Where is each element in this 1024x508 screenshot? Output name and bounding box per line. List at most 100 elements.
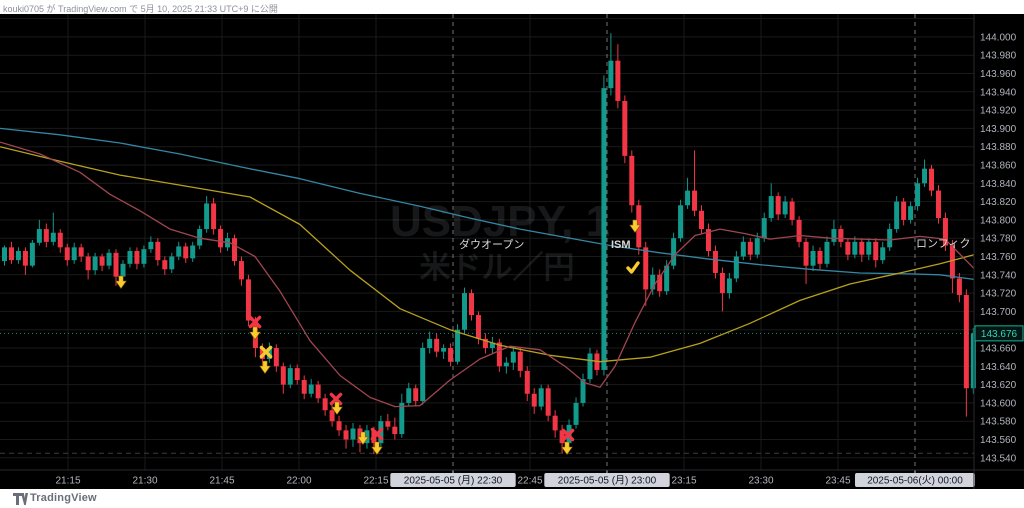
candle-body	[420, 348, 426, 402]
price-tick-label[interactable]: 143.960	[980, 69, 1017, 80]
candle-body	[768, 196, 774, 219]
x-marker[interactable]	[259, 345, 273, 359]
candle-body	[462, 293, 468, 330]
candle-body	[824, 241, 830, 264]
arrow-down-marker[interactable]	[259, 360, 271, 375]
x-marker[interactable]	[248, 315, 262, 329]
price-tick-label[interactable]: 143.560	[980, 435, 1017, 446]
time-tick-label[interactable]: 23:30	[748, 476, 773, 487]
price-tick-label[interactable]: 143.940	[980, 87, 1017, 98]
watermark-description: 米ドル／円	[420, 250, 575, 285]
candle-body	[29, 242, 35, 266]
session-date-box	[544, 473, 670, 487]
x-marker[interactable]	[561, 428, 575, 442]
price-tick-label[interactable]: 143.820	[980, 197, 1017, 208]
arrow-down-marker[interactable]	[115, 275, 127, 290]
candle-body	[545, 388, 551, 416]
candle-body	[810, 251, 816, 266]
price-tick-label[interactable]: 143.660	[980, 344, 1017, 355]
candle-body	[608, 60, 614, 89]
candle-body	[859, 241, 865, 255]
price-tick-label[interactable]: 143.800	[980, 215, 1017, 226]
candle-body	[796, 219, 802, 242]
price-tick-label[interactable]: 143.920	[980, 106, 1017, 117]
chart-canvas[interactable]: 144.000 143.980 143.960 143.940 143.920 143.9…	[0, 14, 1024, 489]
time-tick-label[interactable]: 22:45	[517, 476, 542, 487]
chart-pane[interactable]: 144.000 143.980 143.960 143.940 143.920 143.9…	[0, 14, 1024, 489]
price-tick-label[interactable]: 143.580	[980, 417, 1017, 428]
candle-body	[343, 430, 349, 440]
session-date-label: 2025-05-05 (月) 23:00	[558, 475, 657, 487]
candle-body	[413, 388, 419, 402]
arrow-down-marker[interactable]	[331, 401, 343, 416]
candle-body	[385, 421, 391, 427]
time-tick-label[interactable]: 23:15	[671, 476, 696, 487]
price-tick-label[interactable]: 143.760	[980, 252, 1017, 263]
candle-body	[148, 241, 154, 250]
candle-body	[489, 342, 495, 348]
time-tick-label[interactable]: 23:45	[825, 476, 850, 487]
candle-body	[538, 388, 544, 407]
candle-body	[287, 368, 293, 385]
price-tick-label[interactable]: 143.600	[980, 398, 1017, 409]
candle-body	[245, 279, 251, 321]
candle-body	[552, 415, 558, 431]
candle-body	[719, 272, 725, 294]
candle-body	[929, 168, 935, 191]
candle-body	[817, 251, 823, 264]
tradingview-logo-icon[interactable]	[13, 493, 28, 505]
price-tick-label[interactable]: 143.900	[980, 124, 1017, 135]
candle-body	[238, 261, 244, 280]
candle-body	[963, 294, 969, 389]
candle-body	[475, 315, 481, 339]
candle-body	[99, 256, 105, 266]
price-tick-label[interactable]: 143.640	[980, 362, 1017, 373]
arrow-down-marker[interactable]	[561, 441, 573, 456]
candle-body	[531, 393, 537, 407]
candle-body	[510, 351, 516, 363]
candle-body	[134, 251, 140, 264]
candle-body	[468, 293, 474, 316]
candle-body	[573, 402, 579, 425]
session-date-box	[855, 473, 975, 487]
candle-body	[664, 265, 670, 292]
arrow-down-marker[interactable]	[357, 431, 369, 446]
last-price-box	[974, 325, 1024, 342]
candle-body	[441, 348, 447, 352]
candle-body	[970, 333, 976, 389]
arrow-down-marker[interactable]	[371, 441, 383, 456]
price-tick-label[interactable]: 143.780	[980, 234, 1017, 245]
candle-body	[789, 201, 795, 220]
candle-body	[301, 380, 307, 394]
price-tick-label[interactable]: 143.840	[980, 179, 1017, 190]
event-annotation: ロンフィク	[916, 237, 970, 250]
candle-body	[831, 229, 837, 242]
price-tick-label[interactable]: 143.980	[980, 51, 1017, 62]
candle-body	[517, 351, 523, 371]
candle-body	[392, 426, 398, 435]
candle-body	[448, 348, 454, 362]
time-tick-label[interactable]: 22:00	[286, 476, 311, 487]
x-marker[interactable]	[370, 427, 384, 441]
candle-body	[113, 252, 119, 277]
time-tick-label[interactable]: 21:45	[209, 476, 234, 487]
price-tick-label[interactable]: 143.720	[980, 289, 1017, 300]
price-tick-label[interactable]: 143.620	[980, 380, 1017, 391]
price-tick-label[interactable]: 143.860	[980, 161, 1017, 172]
time-tick-label[interactable]: 22:15	[363, 476, 388, 487]
price-tick-label[interactable]: 144.000	[980, 32, 1017, 43]
candle-body	[503, 362, 509, 367]
price-tick-label[interactable]: 143.540	[980, 453, 1017, 464]
time-tick-label[interactable]: 21:15	[55, 476, 80, 487]
price-tick-label[interactable]: 143.700	[980, 307, 1017, 318]
candle-body	[427, 338, 433, 348]
arrow-down-marker[interactable]	[629, 219, 641, 234]
tradingview-brand-text[interactable]: TradingView	[30, 492, 97, 504]
arrow-down-marker[interactable]	[249, 326, 261, 341]
check-marker[interactable]	[626, 261, 640, 274]
candle-body	[120, 263, 126, 277]
time-tick-label[interactable]: 21:30	[132, 476, 157, 487]
price-tick-label[interactable]: 143.740	[980, 270, 1017, 281]
price-tick-label[interactable]: 143.880	[980, 142, 1017, 153]
candle-body	[643, 247, 649, 290]
